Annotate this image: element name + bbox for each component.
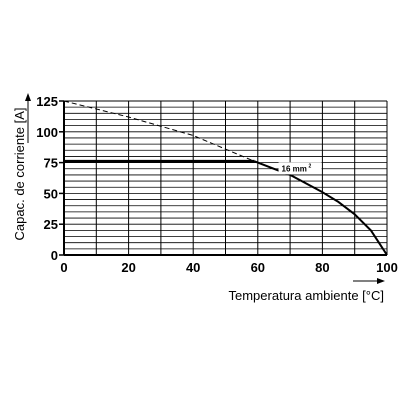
x-tick-label: 20: [121, 260, 135, 275]
x-tick-label: 40: [186, 260, 200, 275]
annotation-superscript: 2: [309, 163, 312, 169]
x-tick-label: 100: [376, 260, 398, 275]
x-tick-label: 60: [251, 260, 265, 275]
y-tick-label: 50: [44, 186, 58, 201]
plot-lines: 16 mm 2: [63, 100, 388, 256]
x-axis-arrow: [353, 278, 385, 284]
y-tick-label: 0: [51, 248, 58, 263]
y-axis-title-group: Capac. de corriente [A]: [12, 108, 27, 241]
annotation-label: 16 mm: [282, 164, 307, 173]
y-tick-label: 100: [36, 125, 58, 140]
x-tick-label: 80: [315, 260, 329, 275]
y-tick-label: 75: [44, 156, 58, 171]
grid: [63, 100, 388, 256]
x-tick-label: 0: [60, 260, 67, 275]
series-line-dashed: [63, 100, 255, 162]
y-tick-label: 125: [36, 94, 58, 109]
series-line-solid: [254, 160, 388, 256]
y-tick-label: 25: [44, 217, 58, 232]
tick-labels: 0 20 40 60 80 100 0 25 50 75 100 125: [36, 94, 398, 275]
y-axis-arrow-head: [25, 93, 31, 101]
x-axis-title: Temperatura ambiente [°C]: [229, 288, 385, 303]
x-axis-arrow-head: [377, 278, 385, 284]
annotation-background: [278, 162, 322, 175]
axes: [59, 100, 388, 256]
y-axis-arrow: [25, 93, 31, 143]
y-axis-title: Capac. de corriente [A]: [12, 108, 27, 241]
